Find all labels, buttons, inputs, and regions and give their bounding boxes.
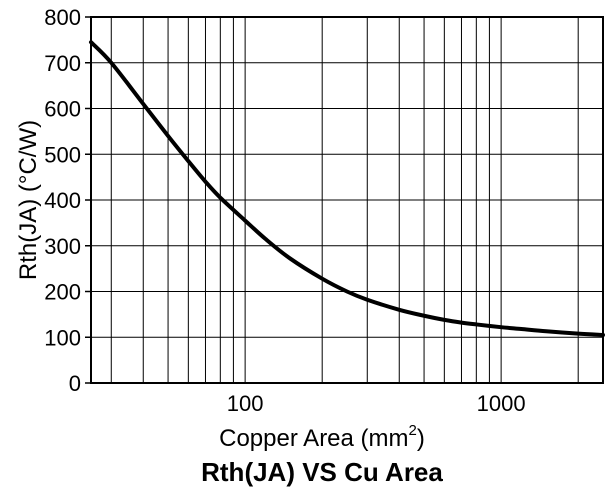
y-tick-label: 200 bbox=[44, 280, 81, 305]
x-tick-label: 1000 bbox=[477, 391, 526, 416]
x-axis-title: Copper Area (mm2) bbox=[219, 422, 425, 452]
x-axis-title-superscript: 2 bbox=[409, 422, 417, 439]
x-axis-title-suffix: ) bbox=[417, 425, 425, 452]
x-axis-ticks: 100 1000 bbox=[227, 391, 526, 416]
y-tick-label: 500 bbox=[44, 142, 81, 167]
y-tick-label: 400 bbox=[44, 188, 81, 213]
y-tick-label: 100 bbox=[44, 325, 81, 350]
x-axis-title-main: Copper Area (mm bbox=[219, 425, 408, 452]
series-line bbox=[89, 40, 605, 337]
x-tick-label: 100 bbox=[227, 391, 264, 416]
series-layer bbox=[89, 40, 605, 337]
y-tick-label: 700 bbox=[44, 51, 81, 76]
y-tick-label: 800 bbox=[44, 5, 81, 30]
y-tick-label: 0 bbox=[69, 371, 81, 396]
y-axis-ticks: 0 100 200 300 400 500 600 700 800 bbox=[44, 5, 91, 396]
y-tick-label: 300 bbox=[44, 234, 81, 259]
y-tick-label: 600 bbox=[44, 97, 81, 122]
chart-title: Rth(JA) VS Cu Area bbox=[201, 457, 443, 487]
y-axis-title: Rth(JA) (°C/W) bbox=[15, 120, 42, 280]
